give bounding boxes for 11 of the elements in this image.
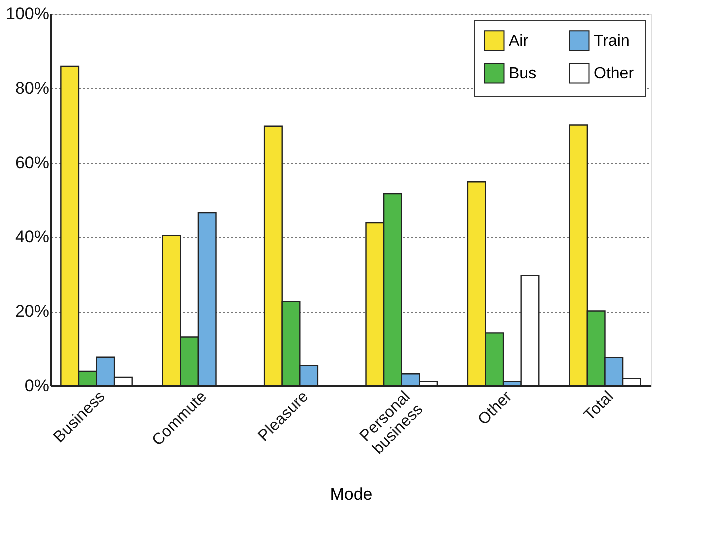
- legend-label: Train: [594, 32, 630, 50]
- y-tick-label: 40%: [15, 228, 50, 247]
- y-tick-label: 100%: [6, 4, 50, 24]
- y-tick-label: 60%: [15, 153, 50, 172]
- legend-label: Bus: [509, 66, 537, 82]
- legend-label: Other: [594, 66, 635, 82]
- y-tick-label: 20%: [15, 302, 50, 322]
- y-tick-label: 0%: [24, 376, 50, 396]
- legend-label: Air: [509, 32, 530, 50]
- x-axis-title: Mode: [330, 485, 373, 504]
- y-tick-label: 80%: [15, 78, 50, 98]
